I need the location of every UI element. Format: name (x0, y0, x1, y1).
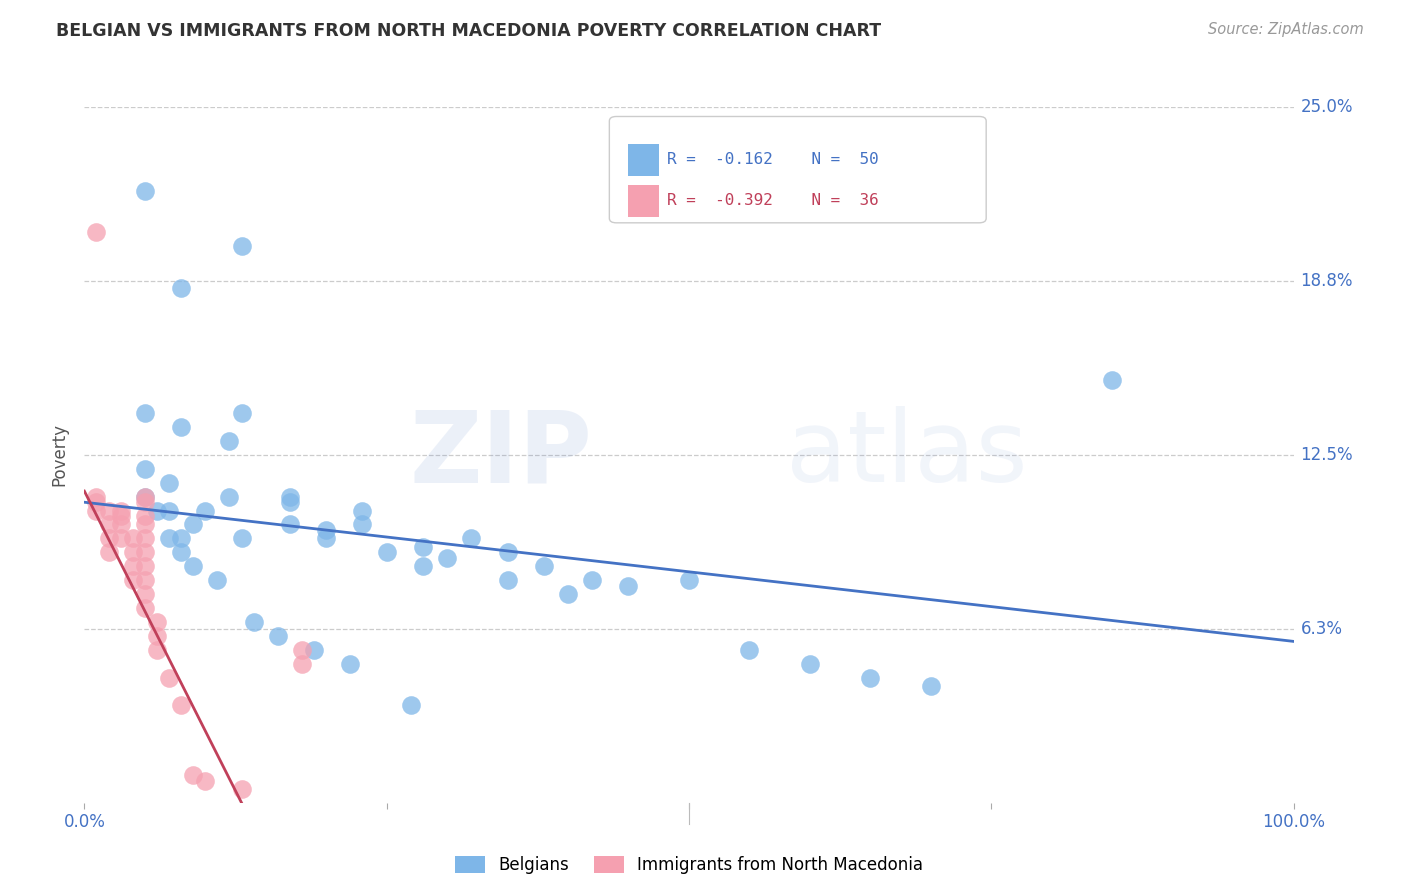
Point (134, 495, 156, 509)
Point (86, 490, 108, 504)
Point (134, 587, 156, 601)
Point (496, 545, 519, 559)
Point (799, 657, 821, 671)
Point (207, 573, 229, 587)
Point (134, 601, 156, 615)
Point (859, 671, 882, 685)
Point (231, 781, 253, 796)
Point (920, 679, 942, 693)
Point (617, 579, 640, 593)
Point (352, 503, 374, 517)
Point (399, 698, 422, 713)
Point (436, 550, 458, 565)
Point (194, 503, 217, 517)
Point (110, 503, 132, 517)
Point (146, 615, 169, 629)
Point (581, 573, 603, 587)
Point (291, 657, 314, 671)
Point (375, 545, 398, 559)
Point (134, 462, 156, 476)
Point (157, 503, 180, 517)
Point (134, 545, 156, 559)
Y-axis label: Poverty: Poverty (51, 424, 69, 486)
Point (242, 615, 264, 629)
Point (278, 517, 301, 532)
Point (110, 509, 132, 524)
Point (97, 545, 120, 559)
Point (121, 532, 143, 546)
Point (291, 642, 314, 657)
Point (134, 490, 156, 504)
Point (134, 490, 156, 504)
Text: R =  -0.392    N =  36: R = -0.392 N = 36 (666, 194, 879, 209)
Point (218, 490, 240, 504)
Point (146, 642, 169, 657)
Point (267, 629, 290, 643)
Point (557, 587, 579, 601)
Point (157, 671, 180, 685)
Point (533, 559, 555, 574)
Point (181, 559, 204, 574)
Point (678, 573, 700, 587)
Point (97, 517, 120, 532)
Point (146, 629, 169, 643)
Point (86, 225, 108, 239)
Point (218, 434, 240, 448)
Point (412, 540, 434, 554)
Text: BELGIAN VS IMMIGRANTS FROM NORTH MACEDONIA POVERTY CORRELATION CHART: BELGIAN VS IMMIGRANTS FROM NORTH MACEDON… (56, 22, 882, 40)
Point (134, 517, 156, 532)
Point (110, 517, 132, 532)
Point (1101, 373, 1123, 387)
Point (121, 545, 143, 559)
Point (86, 503, 108, 517)
Point (231, 239, 253, 253)
Point (315, 523, 337, 537)
Text: R =  -0.162    N =  50: R = -0.162 N = 50 (666, 153, 879, 168)
Point (170, 420, 193, 434)
Text: 18.8%: 18.8% (1301, 272, 1353, 290)
Point (339, 657, 361, 671)
Point (496, 573, 519, 587)
Point (460, 532, 482, 546)
Point (86, 495, 108, 509)
Point (231, 532, 253, 546)
Text: 25.0%: 25.0% (1301, 98, 1353, 116)
Point (121, 559, 143, 574)
Point (134, 509, 156, 524)
Legend: Belgians, Immigrants from North Macedonia: Belgians, Immigrants from North Macedoni… (454, 856, 924, 874)
Point (278, 490, 301, 504)
Point (134, 573, 156, 587)
Point (97, 532, 120, 546)
Point (134, 406, 156, 420)
Point (231, 406, 253, 420)
Point (352, 517, 374, 532)
Point (278, 495, 301, 509)
Point (412, 559, 434, 574)
Point (194, 773, 217, 788)
Point (181, 517, 204, 532)
Point (315, 532, 337, 546)
Text: 12.5%: 12.5% (1301, 446, 1353, 464)
Point (170, 532, 193, 546)
Text: ZIP: ZIP (409, 407, 592, 503)
Text: 6.3%: 6.3% (1301, 620, 1343, 638)
Point (110, 532, 132, 546)
Point (170, 281, 193, 295)
Point (157, 532, 180, 546)
Text: atlas: atlas (786, 407, 1028, 503)
Point (157, 475, 180, 490)
Point (134, 532, 156, 546)
Point (97, 503, 120, 517)
Point (302, 642, 325, 657)
Point (170, 545, 193, 559)
Point (181, 768, 204, 782)
Point (134, 559, 156, 574)
Text: Source: ZipAtlas.com: Source: ZipAtlas.com (1208, 22, 1364, 37)
Point (170, 698, 193, 713)
Point (134, 184, 156, 198)
Point (738, 642, 761, 657)
Point (146, 503, 169, 517)
Point (121, 573, 143, 587)
